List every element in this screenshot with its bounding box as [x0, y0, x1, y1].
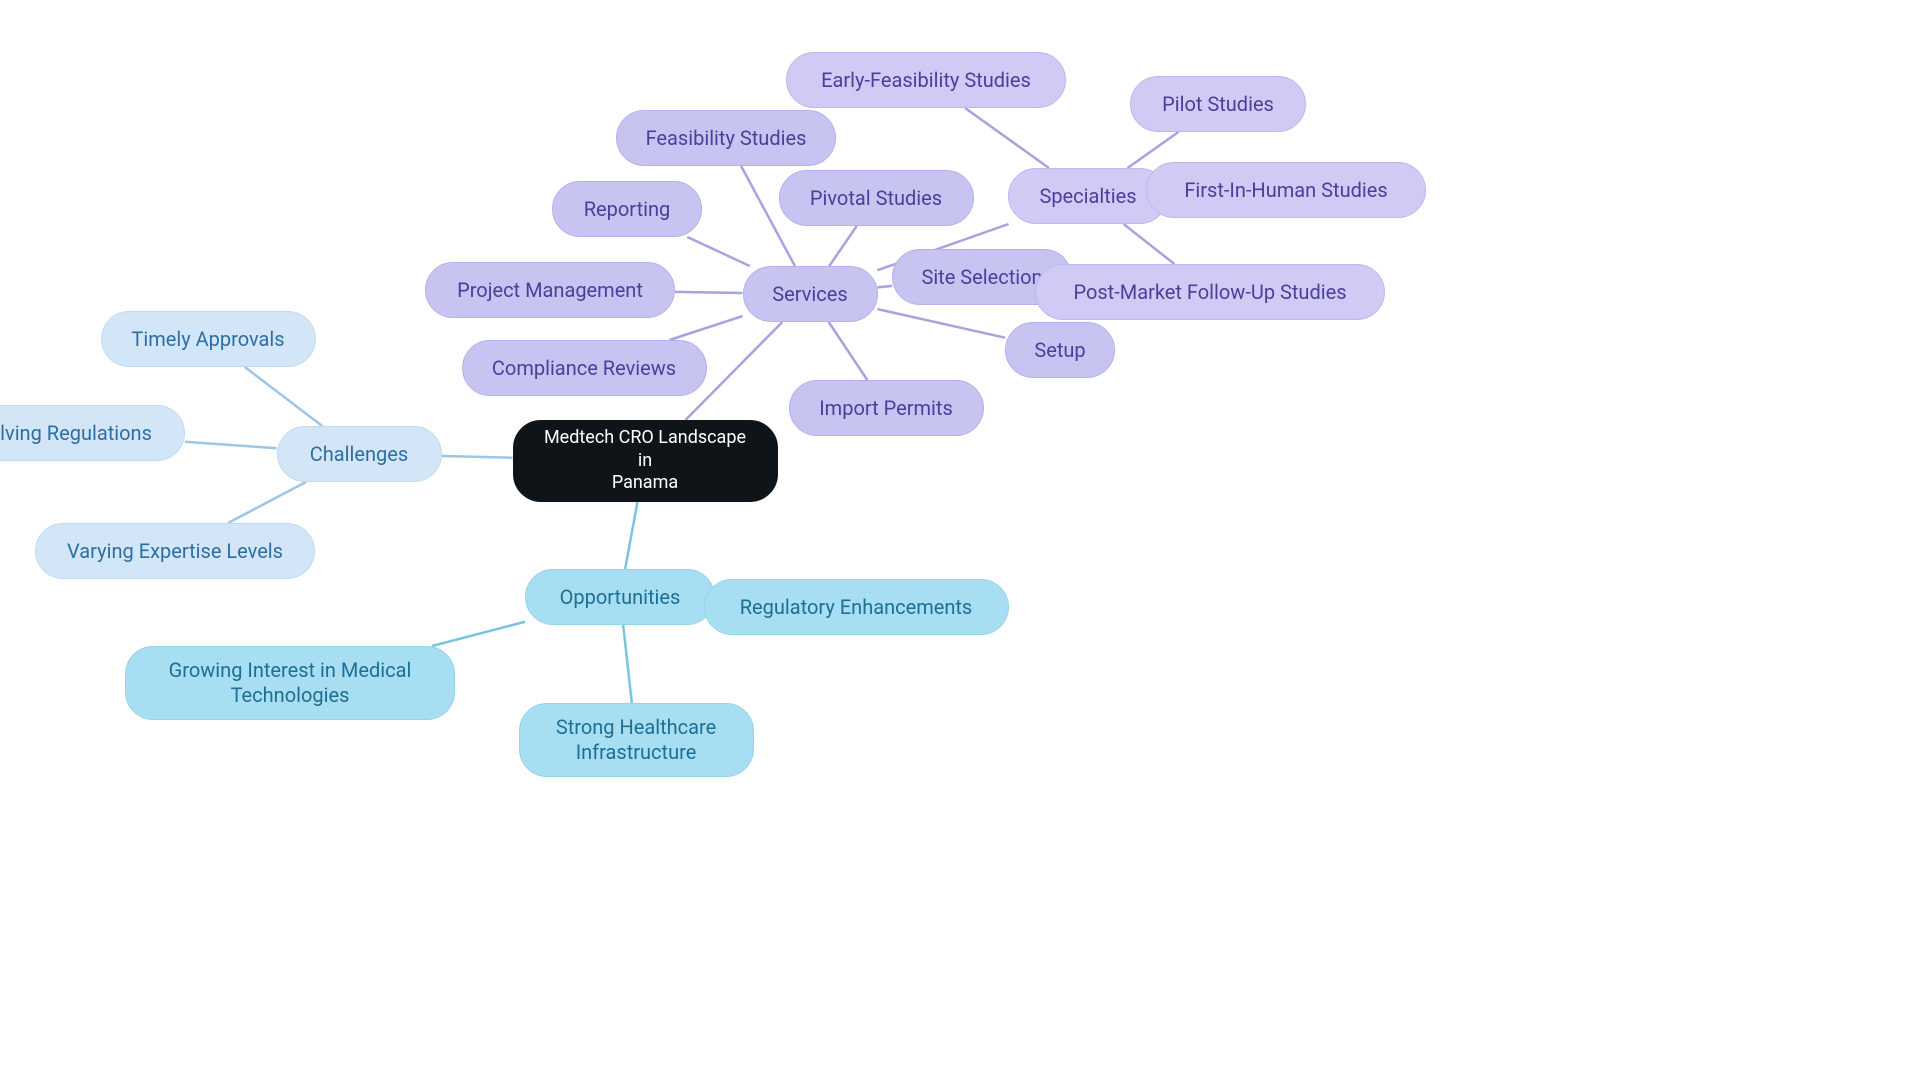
node-fih: First-In-Human Studies [1146, 162, 1426, 218]
edge-services-siteselect [878, 286, 893, 287]
node-pivotal: Pivotal Studies [779, 170, 974, 226]
node-compliance: Compliance Reviews [462, 340, 707, 396]
edge-challenges-varying [228, 482, 306, 523]
node-reporting: Reporting [552, 181, 702, 237]
edge-challenges-timely [245, 367, 322, 426]
node-setup: Setup [1005, 322, 1115, 378]
edge-opportunities-growing [432, 622, 525, 646]
node-root: Medtech CRO Landscape in Panama [513, 420, 778, 502]
edge-services-compliance [670, 316, 743, 340]
edge-opportunities-infra [623, 625, 632, 703]
node-import: Import Permits [789, 380, 984, 436]
node-pilot: Pilot Studies [1130, 76, 1306, 132]
node-earlyfeas: Early-Feasibility Studies [786, 52, 1066, 108]
node-projmgmt: Project Management [425, 262, 675, 318]
edge-services-setup [878, 309, 1006, 338]
edge-challenges-evolving [185, 442, 277, 448]
node-regenhance: Regulatory Enhancements [704, 579, 1009, 635]
node-specialties: Specialties [1008, 168, 1168, 224]
mindmap-canvas: Medtech CRO Landscape in Panama Services F… [0, 0, 1920, 1083]
edge-root-challenges [442, 456, 513, 458]
node-infra: Strong Healthcare Infrastructure [519, 703, 754, 777]
edge-root-opportunities [625, 502, 637, 569]
node-challenges: Challenges [277, 426, 442, 482]
node-postmarket: Post-Market Follow-Up Studies [1035, 264, 1385, 320]
edge-services-import [829, 322, 868, 380]
node-evolving: Evolving Regulations [0, 405, 185, 461]
edge-specialties-postmarket [1124, 224, 1175, 264]
edge-specialties-earlyfeas [965, 108, 1049, 168]
node-varying: Varying Expertise Levels [35, 523, 315, 579]
edge-services-reporting [687, 237, 749, 266]
node-opportunities: Opportunities [525, 569, 715, 625]
node-services: Services [743, 266, 878, 322]
edge-services-pivotal [829, 226, 857, 266]
node-feasibility: Feasibility Studies [616, 110, 836, 166]
node-timely: Timely Approvals [101, 311, 316, 367]
edge-services-projmgmt [675, 292, 743, 293]
node-growing: Growing Interest in Medical Technologies [125, 646, 455, 720]
